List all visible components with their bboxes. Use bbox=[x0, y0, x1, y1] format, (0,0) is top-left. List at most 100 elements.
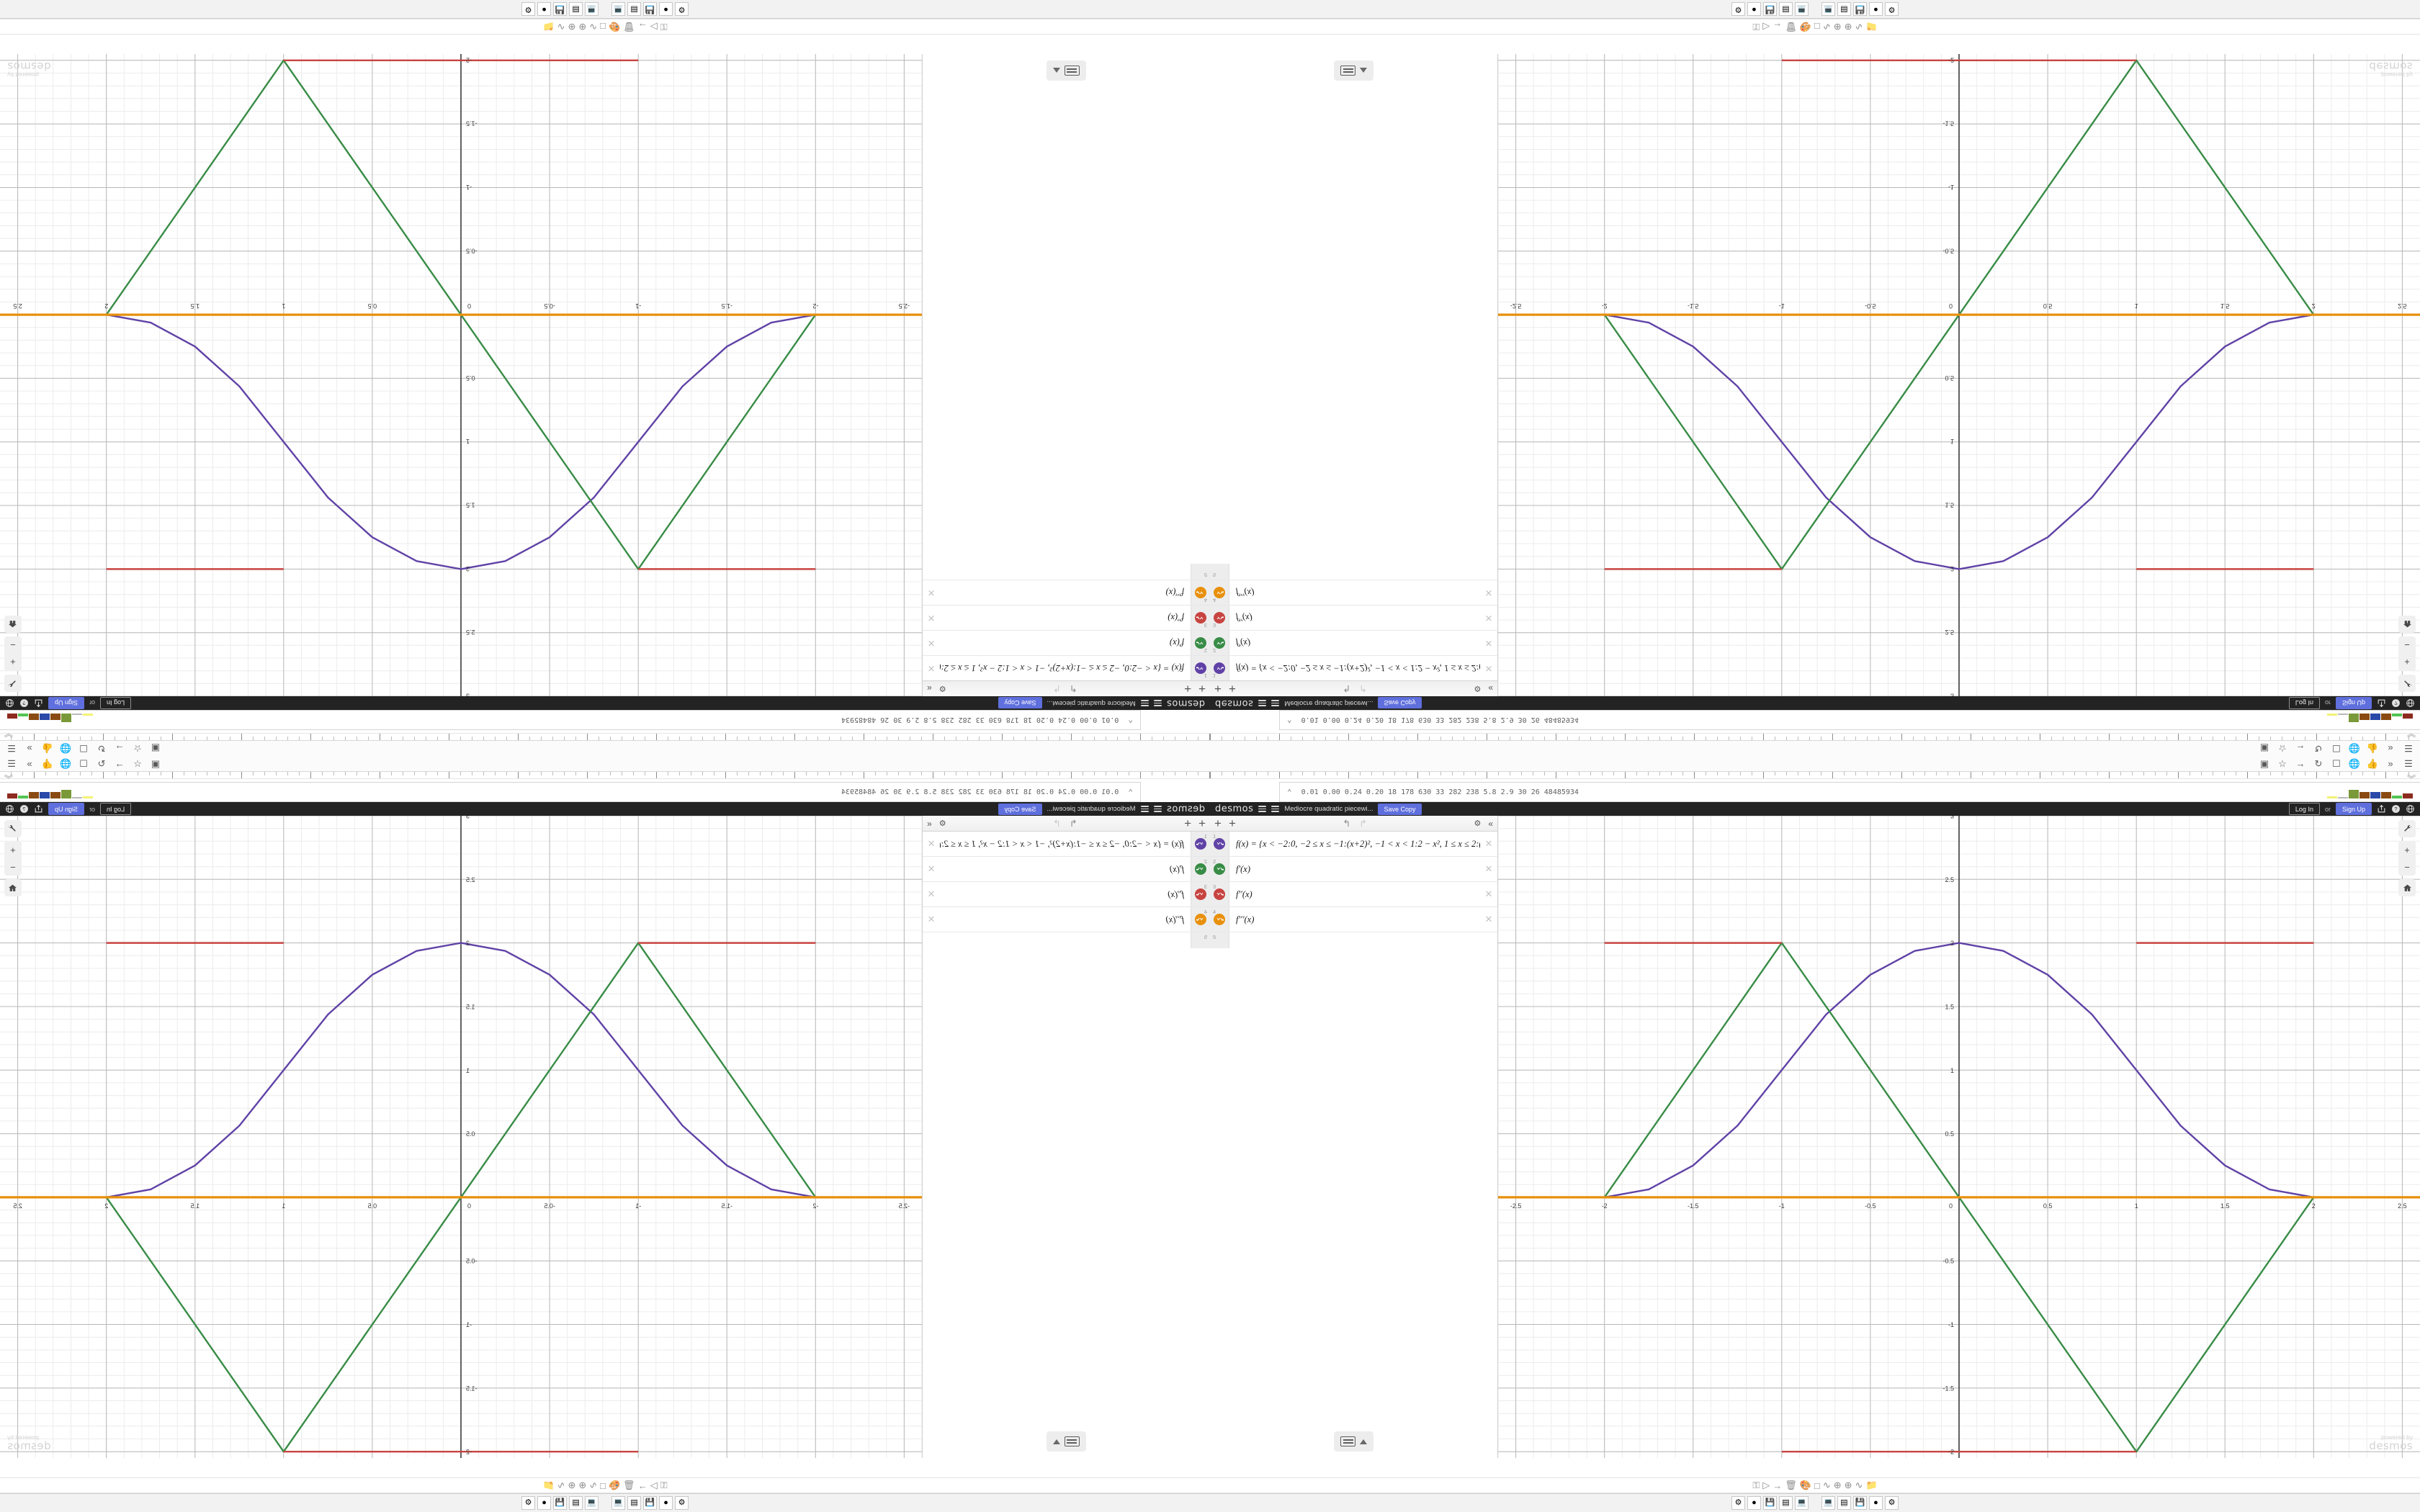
collapse-chevron-icon[interactable]: ︾ bbox=[2406, 774, 2416, 784]
add-item-menu-button[interactable]: + bbox=[1184, 816, 1192, 830]
lock-icon[interactable]: ⚿ bbox=[1752, 1480, 1760, 1490]
reader-mode-icon[interactable]: ☐ bbox=[2332, 743, 2341, 754]
window-icon[interactable]: □ bbox=[1814, 1480, 1820, 1491]
help-icon[interactable]: ? bbox=[19, 698, 29, 708]
collapse-panel-button[interactable]: « bbox=[1488, 818, 1493, 829]
expression-text[interactable]: f'(x) bbox=[1236, 863, 1251, 874]
save-copy-button[interactable]: Save Copy bbox=[998, 803, 1042, 815]
sysmon-caret-icon[interactable]: ⌃ bbox=[1287, 787, 1292, 797]
taskbar-app-settings-2[interactable]: ⚙ bbox=[1885, 2, 1899, 16]
expression-text[interactable]: f(x) = {x < −2:0, −2 ≤ x ≤ −1:(x+2)², −1… bbox=[1236, 663, 1480, 674]
curve-toggle-icon[interactable] bbox=[1214, 888, 1225, 900]
graph-canvas[interactable]: -2.5 -2 -1.5 -1 -0.5 0 0.5 1 1.5 2 2.5 -2 -1.5 -1 -0.5… bbox=[1498, 54, 2420, 696]
taskbar-app-firefox-2[interactable]: ● bbox=[537, 2, 551, 16]
taskbar-app-terminal-2[interactable]: ▤ bbox=[1837, 1496, 1851, 1510]
document-title[interactable]: Mediocre quadratic piecewi... bbox=[1284, 805, 1373, 813]
taskbar-app-save-2[interactable]: 💾 bbox=[1853, 1496, 1867, 1510]
curve-toggle-icon[interactable] bbox=[1195, 863, 1206, 875]
taskbar[interactable]: ⚙ ● 💾 ▤ 💻 💻 ▤ 💾 ● ⚙ bbox=[0, 1493, 1210, 1512]
zoom-out-button[interactable]: − bbox=[2398, 858, 2416, 876]
expression-text[interactable]: f'''(x) bbox=[1165, 588, 1184, 598]
system-tray[interactable]: ⚿ ▷ → 🗑 🎨 □ ∿ ⊕ ⊕ ∿ 📁 bbox=[1210, 19, 2420, 35]
delete-expression-button[interactable]: ✕ bbox=[1484, 863, 1493, 874]
sysmon-caret-icon[interactable]: ⌃ bbox=[1128, 715, 1133, 725]
undo-button[interactable]: ↰ bbox=[1343, 683, 1351, 695]
expression-row[interactable]: 2 f'(x) ✕ bbox=[923, 857, 1210, 882]
browser-toolbar[interactable]: ▣ ☆ → ↻ ☐ 🌐 👍 » ☰ bbox=[0, 740, 1210, 756]
curve-toggle-icon[interactable] bbox=[1195, 662, 1206, 674]
undo-button[interactable]: ↰ bbox=[1069, 683, 1077, 695]
expression-color-tab[interactable]: 4 bbox=[1210, 580, 1229, 605]
extension-icon[interactable]: 👍 bbox=[41, 743, 54, 754]
expression-color-tab[interactable]: 1 bbox=[1191, 656, 1210, 680]
taskbar-app-terminal[interactable]: ▤ bbox=[1779, 2, 1793, 16]
expression-color-tab[interactable]: 3 bbox=[1210, 606, 1229, 630]
log-in-button[interactable]: Log In bbox=[2288, 697, 2320, 709]
log-in-button[interactable]: Log In bbox=[100, 803, 132, 815]
expression-text[interactable]: f'(x) bbox=[1236, 638, 1251, 649]
curve-toggle-icon[interactable] bbox=[1214, 637, 1225, 649]
circle-icon[interactable]: ⊕ bbox=[1833, 22, 1842, 32]
waves-icon[interactable]: ∿ bbox=[589, 1480, 598, 1490]
expression-text[interactable]: f(x) = {x < −2:0, −2 ≤ x ≤ −1:(x+2)², −1… bbox=[1236, 838, 1480, 849]
expression-color-tab[interactable]: 1 bbox=[1191, 832, 1210, 856]
extension-icon[interactable]: 👍 bbox=[2366, 743, 2379, 754]
sign-up-button[interactable]: Sign Up bbox=[48, 803, 85, 815]
taskbar-app-monitor-2[interactable]: 💻 bbox=[585, 2, 599, 16]
add-expression-button[interactable]: + bbox=[1198, 816, 1206, 830]
translate-icon[interactable]: ▣ bbox=[151, 743, 161, 754]
lock-icon[interactable]: ⚿ bbox=[1752, 22, 1760, 32]
keyboard-toggle-button[interactable] bbox=[1047, 60, 1086, 81]
taskbar-app-monitor[interactable]: 💻 bbox=[1795, 2, 1809, 16]
trash-icon[interactable]: 🗑 bbox=[623, 22, 635, 32]
save-copy-button[interactable]: Save Copy bbox=[1378, 803, 1422, 815]
expression-row[interactable]: 4 f'''(x) ✕ bbox=[1210, 907, 1497, 932]
extension-icon[interactable]: 👍 bbox=[41, 758, 54, 769]
folder-icon[interactable]: 📁 bbox=[542, 1480, 555, 1490]
taskbar-app-terminal[interactable]: ▤ bbox=[627, 2, 641, 16]
bookmark-star-icon[interactable]: ☆ bbox=[133, 758, 142, 769]
share-icon[interactable] bbox=[2377, 698, 2386, 708]
expression-row[interactable]: 2 f'(x) ✕ bbox=[1210, 857, 1497, 882]
redo-button[interactable]: ↱ bbox=[1359, 683, 1368, 695]
main-menu-icon[interactable] bbox=[1258, 806, 1267, 812]
bookmark-star-icon[interactable]: ☆ bbox=[2278, 743, 2287, 754]
curve-toggle-icon[interactable] bbox=[1195, 637, 1206, 649]
taskbar-app-firefox-2[interactable]: ● bbox=[537, 1496, 551, 1510]
expression-row[interactable]: 4 f'''(x) ✕ bbox=[923, 907, 1210, 932]
lock-icon[interactable]: ⚿ bbox=[660, 22, 668, 32]
document-list-icon[interactable] bbox=[1140, 806, 1149, 812]
save-copy-button[interactable]: Save Copy bbox=[1378, 697, 1422, 709]
expression-row[interactable]: 4 f'''(x) ✕ bbox=[923, 580, 1210, 605]
taskbar-app-monitor[interactable]: 💻 bbox=[1795, 1496, 1809, 1510]
shield-icon[interactable]: ▷ bbox=[1762, 1480, 1770, 1490]
sign-up-button[interactable]: Sign Up bbox=[2335, 697, 2372, 709]
expression-text[interactable]: f'''(x) bbox=[1236, 588, 1255, 598]
taskbar[interactable]: ⚙ ● 💾 ▤ 💻 💻 ▤ 💾 ● ⚙ bbox=[1210, 1493, 2420, 1512]
add-expression-button[interactable]: + bbox=[1214, 816, 1222, 830]
arrow-icon[interactable]: → bbox=[1773, 21, 1783, 32]
curve-toggle-icon[interactable] bbox=[1214, 914, 1225, 925]
redo-button[interactable]: ↱ bbox=[1359, 817, 1368, 829]
trash-icon[interactable]: 🗑 bbox=[1785, 22, 1797, 32]
paint-icon[interactable]: 🎨 bbox=[609, 1480, 621, 1490]
zoom-in-button[interactable]: + bbox=[4, 654, 22, 671]
reader-mode-icon[interactable]: ☐ bbox=[2332, 758, 2341, 769]
redo-button[interactable]: ↱ bbox=[1052, 817, 1061, 829]
trash-icon[interactable]: 🗑 bbox=[1785, 1480, 1797, 1490]
expression-row[interactable]: 4 f'''(x) ✕ bbox=[1210, 580, 1497, 605]
paint-icon[interactable]: 🎨 bbox=[1799, 22, 1811, 32]
expression-color-tab[interactable]: 1 bbox=[1210, 656, 1229, 680]
folder-icon[interactable]: 📁 bbox=[542, 22, 555, 32]
taskbar-app-save[interactable]: 💾 bbox=[643, 1496, 657, 1510]
circle2-icon[interactable]: ⊕ bbox=[1844, 22, 1852, 32]
taskbar-app-save-2[interactable]: 💾 bbox=[1853, 2, 1867, 16]
expression-color-tab[interactable]: 2 bbox=[1191, 857, 1210, 881]
expression-row[interactable]: 1 f(x) = {x < −2:0, −2 ≤ x ≤ −1:(x+2)², … bbox=[1210, 655, 1497, 680]
help-icon[interactable]: ? bbox=[2391, 698, 2401, 708]
graph-settings-gear-icon[interactable]: ⚙ bbox=[938, 819, 946, 828]
help-icon[interactable]: ? bbox=[2391, 804, 2401, 814]
expression-text[interactable]: f(x) = {x < −2:0, −2 ≤ x ≤ −1:(x+2)², −1… bbox=[940, 663, 1184, 674]
share-icon[interactable] bbox=[2377, 804, 2386, 814]
wrench-icon[interactable] bbox=[2398, 820, 2416, 837]
